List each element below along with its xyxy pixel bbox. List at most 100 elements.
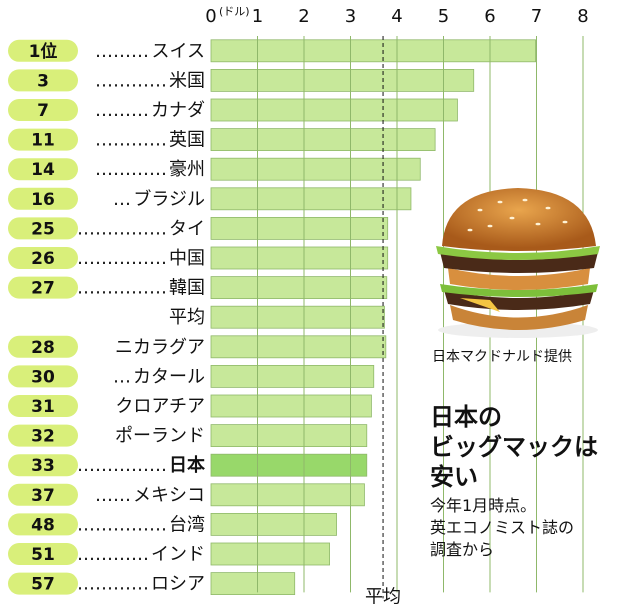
rank-pill — [8, 187, 78, 210]
country-label: ニカラグア — [115, 337, 205, 358]
rank-label: 48 — [31, 515, 55, 535]
average-row-label: 平均 — [169, 307, 205, 328]
rank-label: 27 — [31, 279, 55, 299]
headline-line: 日本の — [430, 403, 502, 431]
leader-dots: ……… — [95, 41, 149, 62]
country-label: 豪州 — [169, 159, 205, 180]
rank-label: 32 — [31, 427, 55, 447]
country-label: ロシア — [151, 574, 205, 595]
bar — [210, 39, 536, 63]
rank-label: 25 — [31, 219, 55, 239]
rank-pill — [8, 158, 78, 181]
bar — [210, 157, 421, 181]
country-label: メキシコ — [133, 485, 205, 506]
rank-label: 30 — [31, 367, 55, 387]
rank-pill — [8, 335, 78, 358]
leader-dots: … — [113, 366, 131, 387]
bar — [210, 513, 337, 536]
rank-pill — [8, 454, 78, 477]
average-marker: 平均 — [365, 36, 401, 607]
bar — [210, 424, 368, 448]
rank-pill — [8, 247, 78, 269]
country-label: 中国 — [169, 248, 205, 269]
rank-label: 37 — [31, 486, 55, 506]
leader-dots: …………… — [77, 248, 167, 269]
rank-pill — [8, 39, 78, 62]
leader-dots: ………… — [95, 70, 167, 91]
country-label: 台湾 — [169, 514, 205, 535]
bar — [210, 483, 365, 507]
average-line-label: 平均 — [365, 586, 401, 607]
rank-pill — [8, 365, 78, 388]
country-label: ポーランド — [115, 426, 205, 447]
leader-dots: ………… — [77, 544, 149, 565]
source-note: 今年1月時点。 英エコノミスト誌の 調査から — [430, 495, 640, 561]
x-unit-label: (ドル) — [219, 5, 250, 18]
rank-label: 16 — [31, 190, 55, 210]
note-line: 英エコノミスト誌の — [430, 518, 575, 537]
x-tick-label: 8 — [577, 6, 588, 27]
leader-dots: ……… — [95, 100, 149, 121]
rank-pill — [8, 572, 78, 595]
x-tick-label: 5 — [438, 6, 449, 27]
rank-label: 28 — [31, 338, 55, 358]
rank-pill — [8, 543, 78, 565]
rank-label: 14 — [31, 160, 55, 180]
photo-credit: 日本マクドナルド提供 — [432, 349, 572, 365]
bar — [210, 98, 458, 122]
bar — [210, 572, 296, 595]
x-tick-label: 7 — [531, 6, 542, 27]
leader-dots: …………… — [77, 278, 167, 299]
note-line: 今年1月時点。 — [430, 496, 537, 515]
country-label: 日本 — [169, 454, 205, 476]
rank-pill — [8, 69, 78, 92]
rank-pill — [8, 513, 78, 536]
country-label: 米国 — [169, 70, 205, 91]
bar — [210, 364, 375, 388]
country-label: タイ — [169, 218, 205, 239]
rank-label: 51 — [31, 545, 55, 565]
leader-dots: ………… — [95, 159, 167, 180]
bar — [210, 542, 330, 566]
rank-pill — [8, 395, 78, 417]
rank-pill — [8, 424, 78, 447]
rank-label: 26 — [31, 249, 55, 269]
rank-label: 1位 — [29, 41, 58, 62]
country-label: 英国 — [169, 130, 205, 151]
headline: 日本の ビッグマックは 安い — [430, 402, 630, 492]
x-tick-label: 1 — [252, 6, 263, 27]
leader-dots: … — [113, 189, 131, 210]
bars — [210, 39, 536, 595]
country-label: 韓国 — [169, 278, 205, 299]
rank-label: 3 — [37, 71, 49, 91]
rank-pill — [8, 217, 78, 240]
country-label: スイス — [152, 41, 205, 62]
bar — [210, 453, 368, 477]
rank-label: 33 — [31, 456, 55, 476]
leader-dots: …………… — [77, 455, 167, 476]
bar — [210, 216, 389, 240]
leader-dots: ………… — [77, 574, 149, 595]
x-tick-label: 3 — [345, 6, 356, 27]
bar — [210, 187, 412, 211]
bar — [210, 276, 388, 300]
bar — [210, 335, 387, 359]
x-tick-label: 0 — [205, 6, 216, 27]
rank-label: 31 — [31, 397, 55, 417]
bar — [210, 69, 475, 92]
country-label: インド — [151, 544, 205, 565]
row-labels: 1位 スイス………3 米国…………7 カナダ………11 英国…………14 豪州…………16… — [8, 39, 205, 595]
rank-label: 57 — [31, 575, 55, 595]
country-label: クロアチア — [115, 396, 205, 417]
leader-dots: …… — [95, 485, 131, 506]
rank-pill — [8, 483, 78, 506]
x-tick-label: 2 — [298, 6, 309, 27]
note-line: 調査から — [430, 540, 495, 559]
big-mac-photo — [436, 188, 600, 338]
leader-dots: ………… — [95, 130, 167, 151]
bar — [210, 128, 436, 152]
rank-label: 7 — [37, 101, 49, 121]
leader-dots: …………… — [77, 514, 167, 535]
country-label: カタール — [133, 366, 205, 387]
